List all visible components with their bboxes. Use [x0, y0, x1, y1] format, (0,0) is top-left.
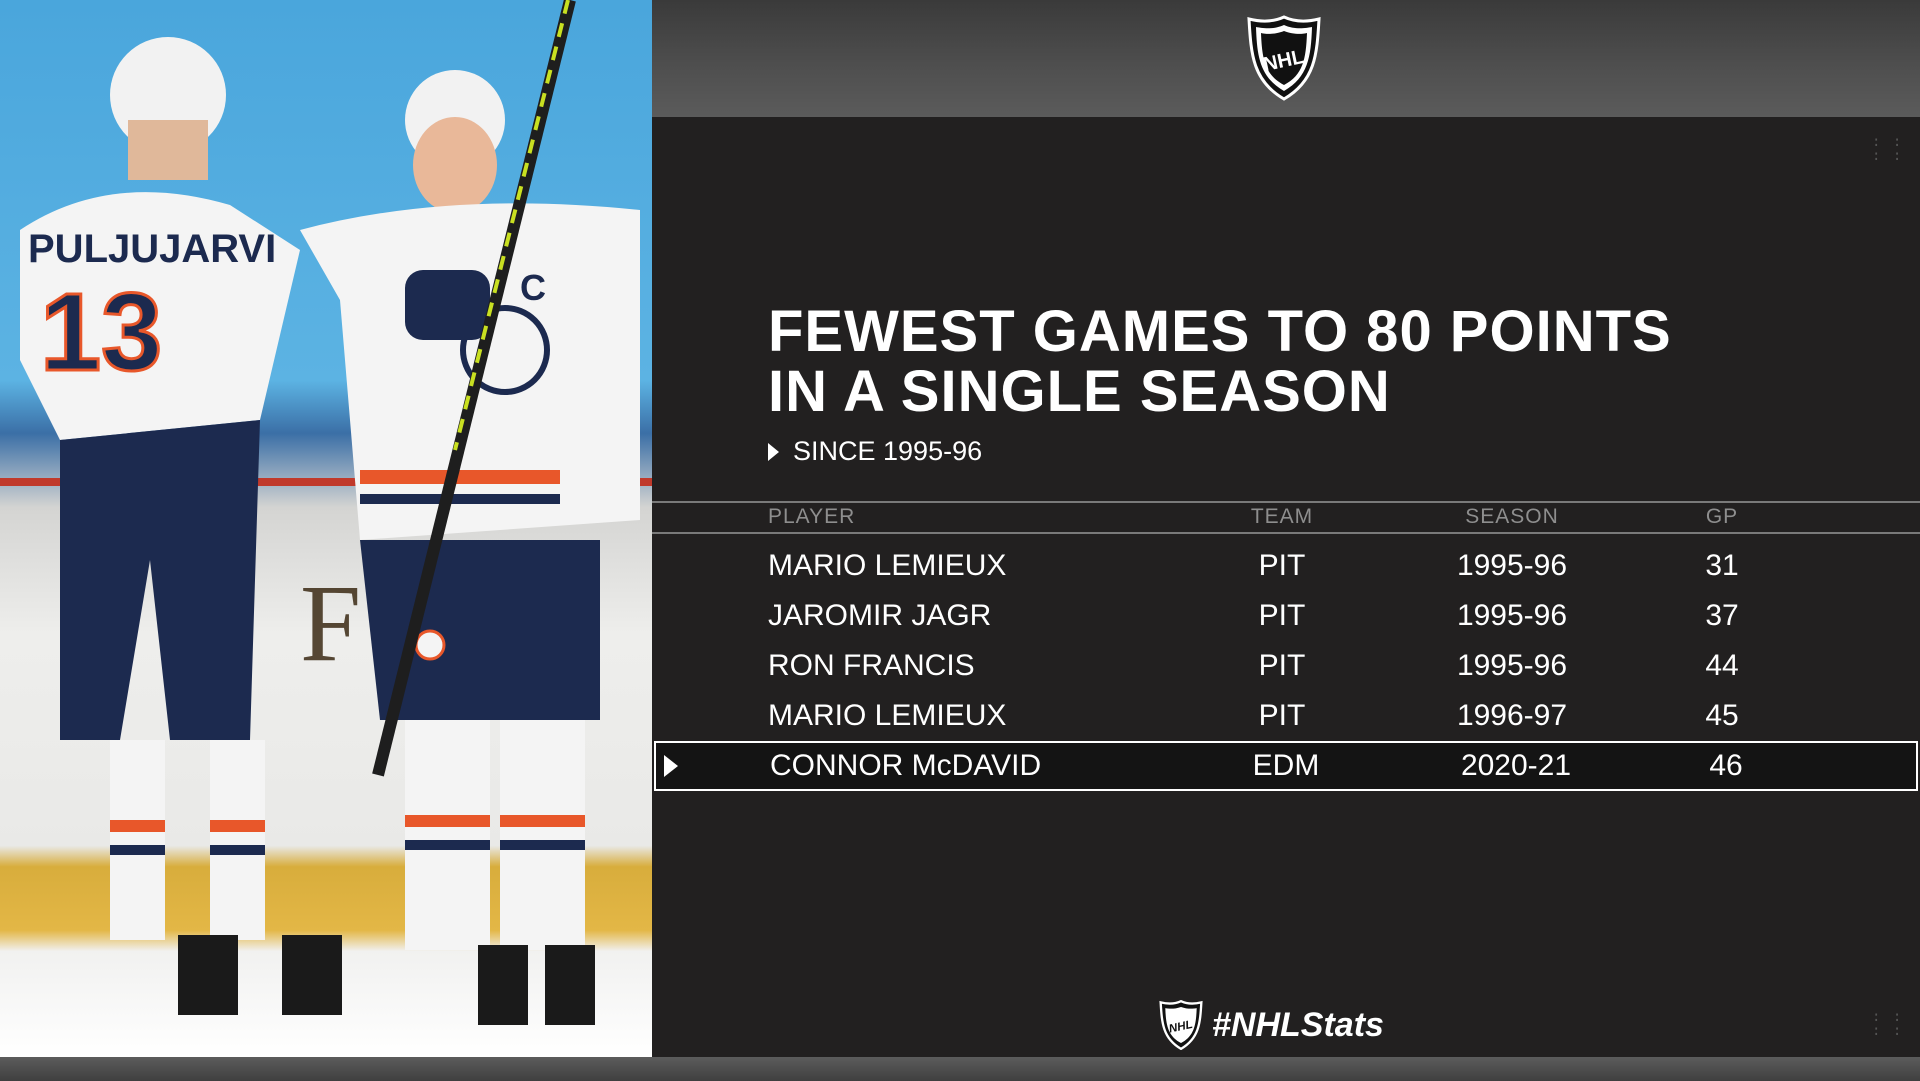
- table-row: MARIO LEMIEUX PIT 1995-96 31: [652, 542, 1920, 590]
- jersey-nameplate: PULJUJARVI: [28, 227, 276, 271]
- cell-team: PIT: [1258, 649, 1306, 682]
- corner-dots-bottom: : :: :: [1872, 1009, 1904, 1039]
- table-row: MARIO LEMIEUX PIT 1996-97 45: [652, 692, 1920, 740]
- subtitle: SINCE 1995-96: [768, 436, 982, 467]
- cell-season: 1995-96: [1456, 549, 1568, 582]
- col-header-player: PLAYER: [768, 505, 856, 528]
- cell-season: 1995-96: [1456, 649, 1568, 682]
- cell-gp: 37: [1705, 599, 1739, 632]
- footer-hashtag: NHL #NHLStats: [1158, 1000, 1384, 1050]
- captain-letter: C: [520, 267, 546, 308]
- stats-panel: [652, 117, 1920, 1057]
- col-header-gp: GP: [1705, 505, 1739, 528]
- cell-team: PIT: [1258, 699, 1306, 732]
- jersey-number: 13: [40, 271, 162, 394]
- cell-gp: 44: [1705, 649, 1739, 682]
- svg-text:NHL: NHL: [1168, 1018, 1194, 1036]
- cell-team: EDM: [1252, 749, 1320, 782]
- players-illustration: F R PULJUJARVI 13: [0, 0, 652, 1025]
- corner-dots-top: : :: :: [1872, 134, 1904, 164]
- cell-season: 1995-96: [1456, 599, 1568, 632]
- nhl-shield-small-icon: NHL: [1159, 1000, 1203, 1050]
- table-row: JAROMIR JAGR PIT 1995-96 37: [652, 592, 1920, 640]
- cell-team: PIT: [1258, 599, 1306, 632]
- table-row: RON FRANCIS PIT 1995-96 44: [652, 642, 1920, 690]
- graphic-title: FEWEST GAMES TO 80 POINTS IN A SINGLE SE…: [768, 302, 1672, 422]
- cell-player: MARIO LEMIEUX: [768, 549, 1007, 582]
- nhl-shield-logo: NHL: [1247, 15, 1321, 101]
- cell-gp: 46: [1709, 749, 1743, 782]
- col-header-season: SEASON: [1465, 505, 1559, 528]
- play-triangle-icon: [768, 442, 779, 461]
- bottom-strip: [0, 1057, 1920, 1081]
- player-left: PULJUJARVI 13: [20, 37, 300, 940]
- cell-season: 1996-97: [1456, 699, 1568, 732]
- subtitle-text: SINCE 1995-96: [793, 436, 983, 466]
- cell-player: RON FRANCIS: [768, 649, 975, 682]
- highlight-arrow-icon: [664, 755, 678, 777]
- title-line-1: FEWEST GAMES TO 80 POINTS: [768, 299, 1672, 364]
- table-row-highlighted: CONNOR McDAVID EDM 2020-21 46: [654, 741, 1918, 791]
- header-top-rule: [652, 501, 1920, 503]
- cell-player: JAROMIR JAGR: [768, 599, 992, 632]
- hashtag-text: #NHLStats: [1212, 1005, 1384, 1044]
- cell-player: CONNOR McDAVID: [770, 749, 1042, 782]
- header-bottom-rule: [652, 532, 1920, 534]
- col-header-team: TEAM: [1250, 505, 1314, 528]
- cell-gp: 31: [1705, 549, 1739, 582]
- celebration-photo: F R PULJUJARVI 13: [0, 0, 652, 1057]
- cell-player: MARIO LEMIEUX: [768, 699, 1007, 732]
- title-line-2: IN A SINGLE SEASON: [768, 359, 1391, 424]
- cell-team: PIT: [1258, 549, 1306, 582]
- table-header: PLAYER TEAM SEASON GP: [652, 505, 1920, 535]
- player-right: C: [300, 70, 640, 950]
- cell-season: 2020-21: [1460, 749, 1572, 782]
- cell-gp: 45: [1705, 699, 1739, 732]
